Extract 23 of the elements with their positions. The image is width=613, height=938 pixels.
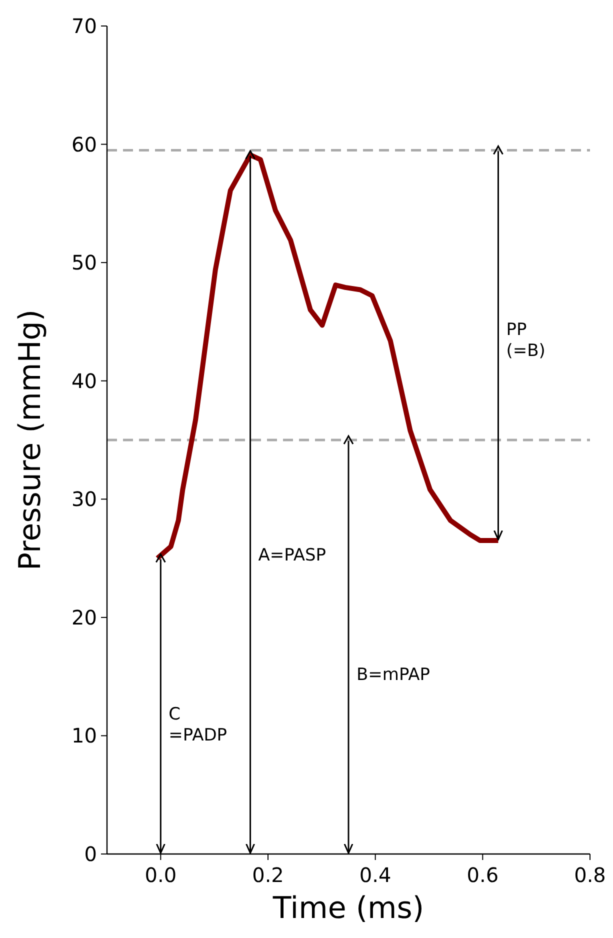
point <box>492 145 504 155</box>
y-tick-label: 40 <box>72 368 97 393</box>
x-tick-label: 0.2 <box>252 863 284 887</box>
x-tick-label: 0.6 <box>466 863 499 887</box>
x-tick-label: 0.0 <box>144 863 177 887</box>
point <box>343 435 354 445</box>
annotation: A=PASP <box>258 545 326 566</box>
annotation: PP (=B) <box>506 320 546 361</box>
y-tick-label: 70 <box>72 14 97 38</box>
y-tick-label: 0 <box>84 842 97 866</box>
y-tick-label: 30 <box>72 487 97 512</box>
point <box>245 150 256 160</box>
annotation: B=mPAP <box>356 665 430 686</box>
x-tick-label: 0.4 <box>359 863 392 887</box>
y-tick-label: 20 <box>72 605 97 630</box>
y-tick-label: 50 <box>72 250 97 275</box>
x-tick-label: 0.8 <box>574 863 606 887</box>
y-tick-label: 60 <box>72 132 97 156</box>
y-tick-label: 10 <box>72 724 97 748</box>
y-axis-title: Pressure (mmHg) <box>13 309 48 571</box>
annotation: C =PADP <box>168 704 228 746</box>
x-axis-title: Time (ms) <box>272 891 424 926</box>
point <box>155 554 166 564</box>
